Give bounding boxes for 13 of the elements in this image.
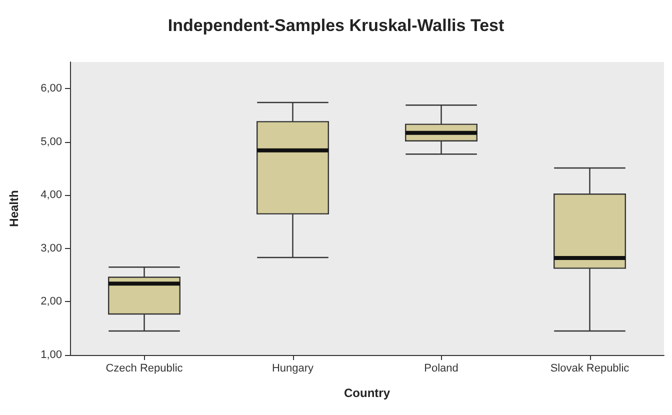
x-tick-label: Poland <box>424 362 458 374</box>
chart-title: Independent-Samples Kruskal-Wallis Test <box>168 16 504 35</box>
y-tick-label: 6,00 <box>40 82 62 95</box>
y-tick-label: 3,00 <box>40 242 62 254</box>
y-axis-title: Health <box>7 190 21 227</box>
x-axis-title: Country <box>344 386 390 400</box>
y-tick-label: 5,00 <box>40 136 62 148</box>
y-tick-label: 2,00 <box>40 296 62 308</box>
x-tick-label: Slovak Republic <box>550 362 630 374</box>
y-tick-label: 4,00 <box>40 189 62 202</box>
x-tick-label: Czech Republic <box>106 362 184 374</box>
y-tick-label: 1,00 <box>40 349 62 361</box>
x-tick-label: Hungary <box>272 362 314 374</box>
